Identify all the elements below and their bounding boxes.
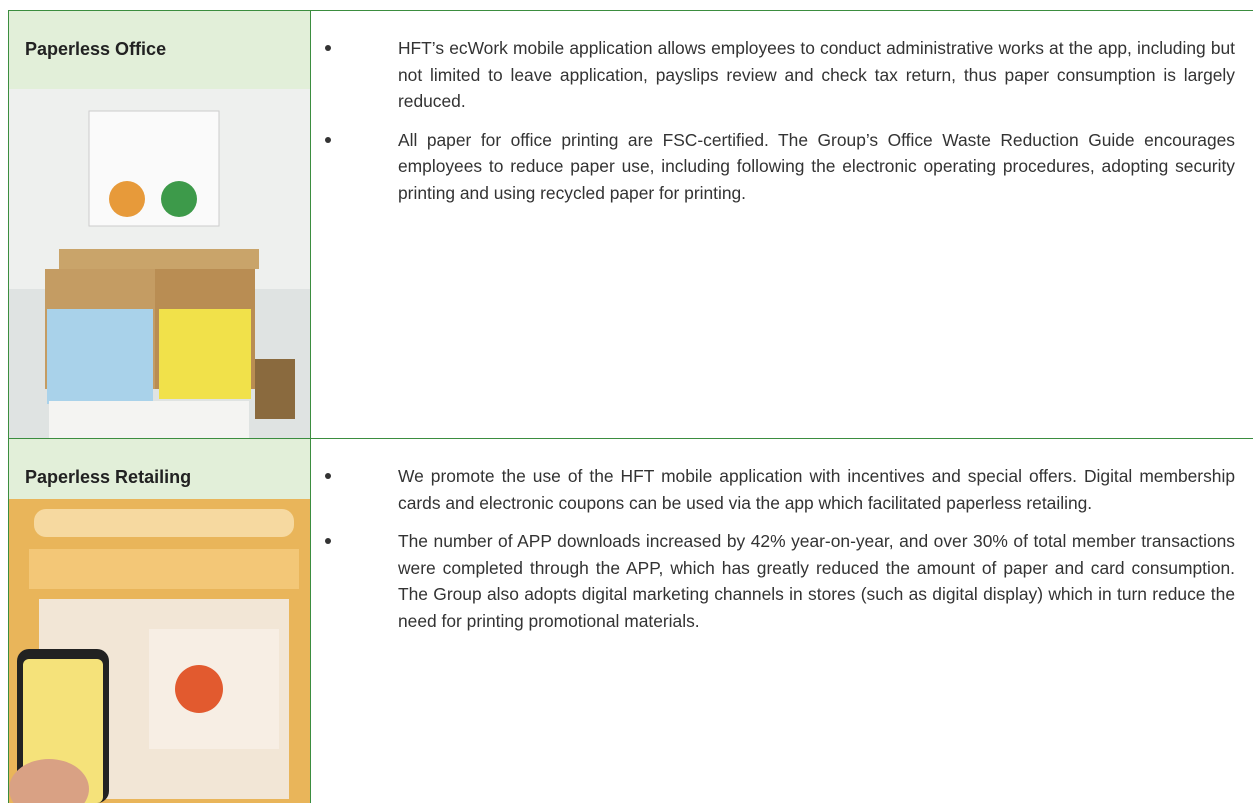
photo <box>9 499 310 803</box>
label-cell: Paperless Office <box>8 11 310 438</box>
content-cell: HFT’s ecWork mobile application allows e… <box>312 35 1235 218</box>
photo <box>9 89 310 438</box>
bullet-item: We promote the use of the HFT mobile app… <box>312 463 1235 516</box>
table-row: Paperless Office HFT’s ecWork mobile app… <box>0 11 1253 438</box>
bullet-item: HFT’s ecWork mobile application allows e… <box>312 35 1235 115</box>
bullet-item: All paper for office printing are FSC-ce… <box>312 127 1235 207</box>
content-cell: We promote the use of the HFT mobile app… <box>312 463 1235 646</box>
row-heading: Paperless Retailing <box>25 467 191 488</box>
bullet-text: The number of APP downloads increased by… <box>398 528 1235 634</box>
bullet <box>325 45 331 51</box>
bullet-text: We promote the use of the HFT mobile app… <box>398 463 1235 516</box>
page: Paperless Office HFT’s ecWork mobile app… <box>0 0 1253 803</box>
bullet-text: HFT’s ecWork mobile application allows e… <box>398 35 1235 115</box>
bullet <box>325 137 331 143</box>
table-border <box>310 10 311 803</box>
label-cell: Paperless Retailing <box>8 439 310 803</box>
bullet-item: The number of APP downloads increased by… <box>312 528 1235 634</box>
bullet <box>325 538 331 544</box>
row-heading: Paperless Office <box>25 39 166 60</box>
bullet <box>325 473 331 479</box>
bullet-text: All paper for office printing are FSC-ce… <box>398 127 1235 207</box>
table-row: Paperless Retailing We promote the use o… <box>0 439 1253 803</box>
